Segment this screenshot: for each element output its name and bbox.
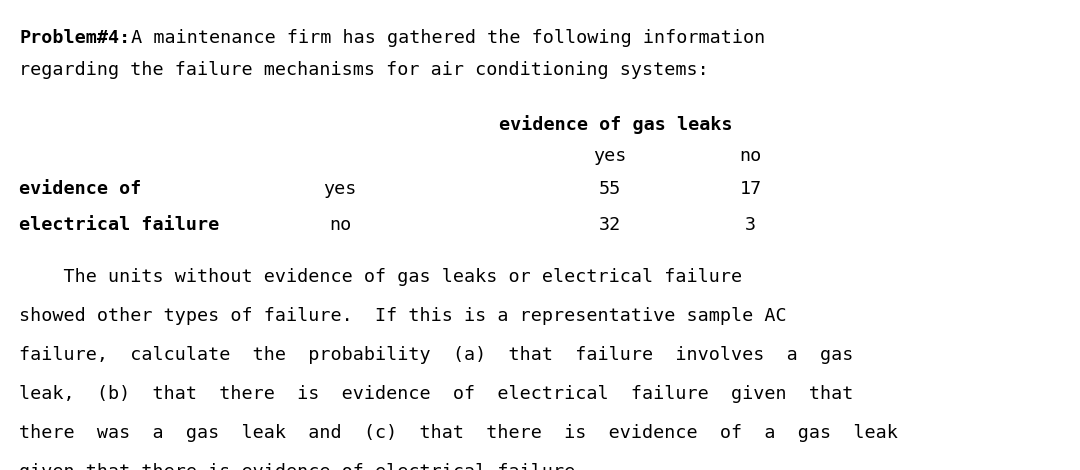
Text: 17: 17 xyxy=(740,180,761,197)
Text: 3: 3 xyxy=(745,216,756,234)
Text: no: no xyxy=(329,216,351,234)
Text: yes: yes xyxy=(324,180,356,197)
Text: leak,  (b)  that  there  is  evidence  of  electrical  failure  given  that: leak, (b) that there is evidence of elec… xyxy=(19,385,854,403)
Text: failure,  calculate  the  probability  (a)  that  failure  involves  a  gas: failure, calculate the probability (a) t… xyxy=(19,346,854,364)
Text: Problem#4:: Problem#4: xyxy=(19,29,131,47)
Text: given that there is evidence of electrical failure.: given that there is evidence of electric… xyxy=(19,463,586,470)
Text: electrical failure: electrical failure xyxy=(19,216,219,234)
Text: evidence of gas leaks: evidence of gas leaks xyxy=(499,115,732,134)
Text: The units without evidence of gas leaks or electrical failure: The units without evidence of gas leaks … xyxy=(19,268,743,286)
Text: there  was  a  gas  leak  and  (c)  that  there  is  evidence  of  a  gas  leak: there was a gas leak and (c) that there … xyxy=(19,424,899,442)
Text: evidence of: evidence of xyxy=(19,180,141,197)
Text: 32: 32 xyxy=(599,216,621,234)
Text: no: no xyxy=(740,147,761,164)
Text: yes: yes xyxy=(594,147,626,164)
Text: 55: 55 xyxy=(599,180,621,197)
Text: showed other types of failure.  If this is a representative sample AC: showed other types of failure. If this i… xyxy=(19,307,787,325)
Text: A maintenance firm has gathered the following information: A maintenance firm has gathered the foll… xyxy=(120,29,765,47)
Text: regarding the failure mechanisms for air conditioning systems:: regarding the failure mechanisms for air… xyxy=(19,61,710,79)
